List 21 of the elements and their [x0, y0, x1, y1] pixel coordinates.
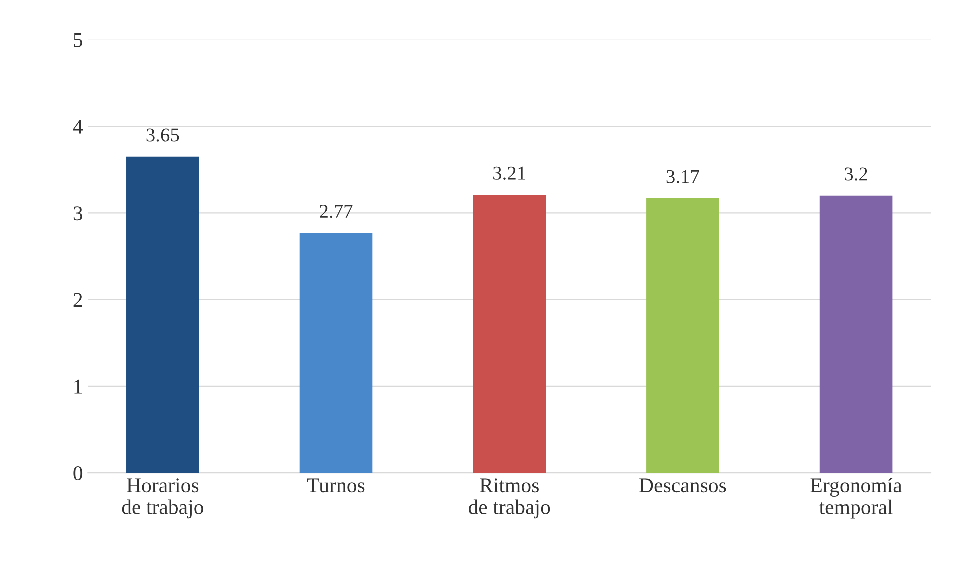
x-tick-label: Ritmos de trabajo	[468, 478, 550, 519]
data-label: 3.17	[666, 170, 700, 184]
y-tick-label: 5	[74, 33, 83, 48]
y-tick-label: 1	[74, 380, 82, 394]
bar	[473, 194, 546, 474]
data-label: 3.21	[494, 166, 526, 180]
bar	[820, 196, 893, 474]
data-label: 2.77	[320, 204, 353, 218]
y-tick-label: 2	[74, 293, 82, 308]
data-label: 3.65	[146, 128, 180, 142]
x-tick-label: Descansos	[640, 478, 726, 493]
bar	[126, 156, 200, 474]
y-tick-label: 4	[73, 120, 84, 134]
y-tick-label: 3	[74, 206, 83, 221]
x-tick-label: Ergonomía temporal	[810, 478, 902, 519]
x-tick-label: Horarios de trabajo	[122, 478, 204, 519]
bar	[300, 233, 373, 474]
y-tick-label: 0	[74, 466, 83, 481]
x-tick-label: Turnos	[307, 478, 365, 493]
bar	[646, 198, 720, 474]
data-label: 3.2	[845, 168, 868, 181]
